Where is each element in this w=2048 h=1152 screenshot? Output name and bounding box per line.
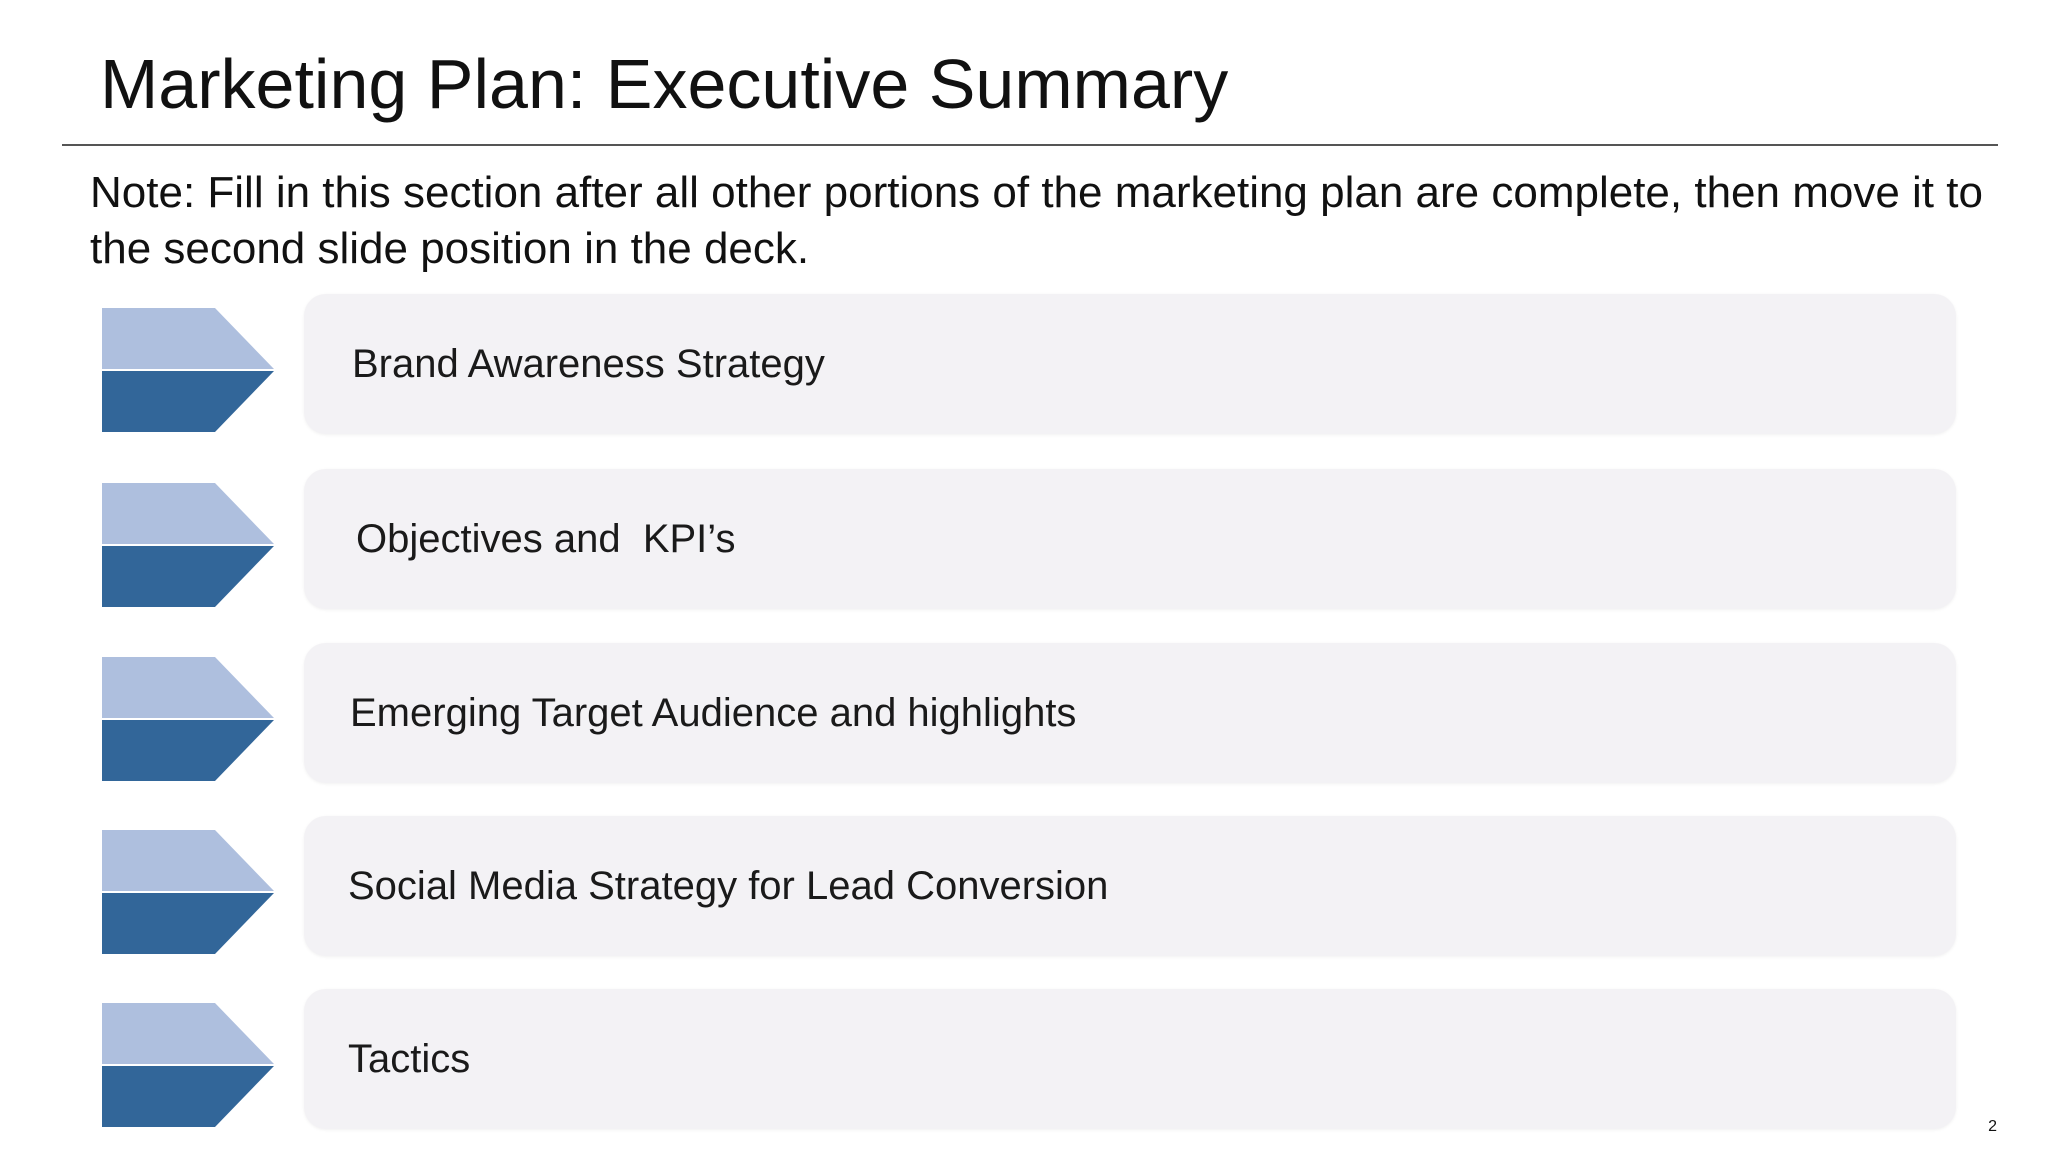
section-row-objectives-kpis: Objectives and KPI’s xyxy=(0,469,2048,609)
section-card: Emerging Target Audience and highlights xyxy=(304,643,1956,783)
chevron-right-icon xyxy=(102,308,274,432)
slide-title: Marketing Plan: Executive Summary xyxy=(100,45,1229,123)
chevron-right-icon xyxy=(102,830,274,954)
section-label: Tactics xyxy=(348,1037,471,1081)
section-label: Emerging Target Audience and highlights xyxy=(350,691,1077,735)
section-row-target-audience: Emerging Target Audience and highlights xyxy=(0,643,2048,783)
instruction-note: Note: Fill in this section after all oth… xyxy=(90,168,1983,273)
section-card: Social Media Strategy for Lead Conversio… xyxy=(304,816,1956,956)
title-divider xyxy=(62,144,1998,146)
page-number: 2 xyxy=(1988,1118,1997,1135)
section-card: Tactics xyxy=(304,989,1956,1129)
chevron-right-icon xyxy=(102,1003,274,1127)
chevron-right-icon xyxy=(102,483,274,607)
section-card: Brand Awareness Strategy xyxy=(304,294,1956,434)
section-row-brand-awareness: Brand Awareness Strategy xyxy=(0,294,2048,434)
section-row-social-media: Social Media Strategy for Lead Conversio… xyxy=(0,816,2048,956)
chevron-right-icon xyxy=(102,657,274,781)
section-label: Brand Awareness Strategy xyxy=(352,342,825,386)
section-card: Objectives and KPI’s xyxy=(304,469,1956,609)
section-row-tactics: Tactics xyxy=(0,989,2048,1129)
section-label: Social Media Strategy for Lead Conversio… xyxy=(348,864,1109,908)
section-label: Objectives and KPI’s xyxy=(356,517,736,561)
